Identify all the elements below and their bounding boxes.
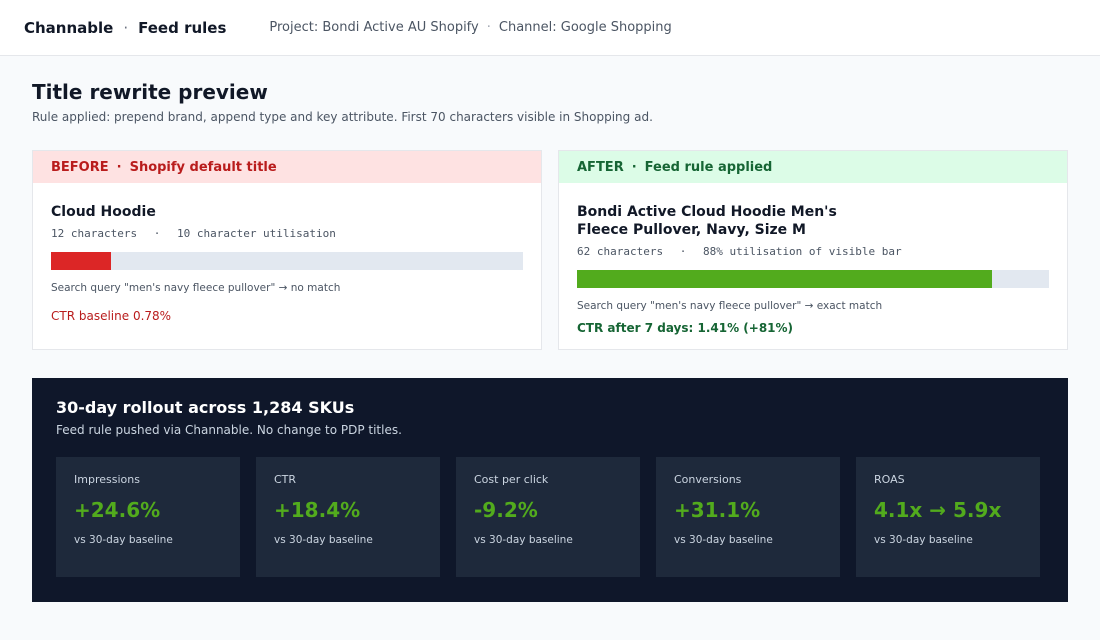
kpi-note: vs 30-day baseline xyxy=(874,534,973,546)
before-ctr: CTR baseline 0.78% xyxy=(51,309,172,323)
section-name: Feed rules xyxy=(138,18,227,37)
kpi-card-impressions: Impressions +24.6% vs 30-day baseline xyxy=(56,457,240,577)
after-card: AFTER · Feed rule applied Bondi Active C… xyxy=(558,150,1068,350)
after-meta: 62 characters · 88% utilisation of visib… xyxy=(577,245,1049,258)
kpi-row: Impressions +24.6% vs 30-day baseline CT… xyxy=(56,457,1044,577)
kpi-value: +18.4% xyxy=(274,498,361,522)
after-search-query: Search query "men's navy fleece pullover… xyxy=(577,300,883,312)
top-bar: Channable · Feed rules Project: Bondi Ac… xyxy=(0,0,1100,56)
kpi-label: Impressions xyxy=(74,473,140,486)
before-card: BEFORE · Shopify default title Cloud Hoo… xyxy=(32,150,542,350)
after-utilisation-bar xyxy=(577,270,1049,288)
rollout-panel: 30-day rollout across 1,284 SKUs Feed ru… xyxy=(32,378,1068,602)
breadcrumb-separator: · xyxy=(486,20,491,35)
page-subtitle: Rule applied: prepend brand, append type… xyxy=(32,110,653,124)
kpi-value: 4.1x → 5.9x xyxy=(874,498,1002,522)
before-char-count: 12 characters xyxy=(51,227,138,240)
comparison-panel: BEFORE · Shopify default title Cloud Hoo… xyxy=(32,150,1068,350)
project-label[interactable]: Project: Bondi Active AU Shopify xyxy=(269,20,479,35)
kpi-card-ctr: CTR +18.4% vs 30-day baseline xyxy=(256,457,440,577)
meta-separator: · xyxy=(153,227,161,240)
brand-separator: · xyxy=(123,18,129,37)
before-search-query: Search query "men's navy fleece pullover… xyxy=(51,282,341,294)
kpi-note: vs 30-day baseline xyxy=(74,534,173,546)
kpi-label: ROAS xyxy=(874,473,905,486)
before-utilisation-bar xyxy=(51,252,523,270)
after-card-header: AFTER · Feed rule applied xyxy=(559,151,1067,183)
kpi-value: -9.2% xyxy=(474,498,538,522)
after-utilisation: 88% utilisation of visible bar xyxy=(702,245,902,258)
before-utilisation: 10 character utilisation xyxy=(176,227,336,240)
before-card-body: Cloud Hoodie 12 characters · 10 characte… xyxy=(33,183,541,323)
page-title: Title rewrite preview xyxy=(32,80,268,104)
main-content: Title rewrite preview Rule applied: prep… xyxy=(0,56,1100,602)
header-separator: · xyxy=(116,159,122,175)
rollout-title: 30-day rollout across 1,284 SKUs xyxy=(56,398,355,417)
kpi-note: vs 30-day baseline xyxy=(274,534,373,546)
after-ctr: CTR after 7 days: 1.41% (+81%) xyxy=(577,321,794,335)
brand: Channable · Feed rules xyxy=(24,19,226,37)
rollout-subtitle: Feed rule pushed via Channable. No chang… xyxy=(56,423,402,437)
after-product-title: Bondi Active Cloud Hoodie Men's Fleece P… xyxy=(577,204,837,238)
channel-label[interactable]: Channel: Google Shopping xyxy=(498,20,672,35)
kpi-note: vs 30-day baseline xyxy=(674,534,773,546)
breadcrumb: Project: Bondi Active AU Shopify · Chann… xyxy=(269,20,671,35)
after-card-body: Bondi Active Cloud Hoodie Men's Fleece P… xyxy=(559,183,1067,335)
before-card-header: BEFORE · Shopify default title xyxy=(33,151,541,183)
kpi-value: +31.1% xyxy=(674,498,761,522)
kpi-label: CTR xyxy=(274,473,297,486)
before-tag: BEFORE xyxy=(51,159,109,175)
kpi-value: +24.6% xyxy=(74,498,161,522)
kpi-card-conversions: Conversions +31.1% vs 30-day baseline xyxy=(656,457,840,577)
before-meta: 12 characters · 10 character utilisation xyxy=(51,227,523,240)
after-utilisation-fill xyxy=(577,270,993,288)
kpi-label: Cost per click xyxy=(474,473,549,486)
kpi-card-roas: ROAS 4.1x → 5.9x vs 30-day baseline xyxy=(856,457,1040,577)
after-tag: AFTER xyxy=(577,159,624,175)
before-label: Shopify default title xyxy=(129,159,277,175)
app-name[interactable]: Channable xyxy=(24,18,114,37)
before-product-title: Cloud Hoodie xyxy=(51,204,156,220)
after-char-count: 62 characters xyxy=(577,245,664,258)
before-utilisation-fill xyxy=(51,252,111,270)
kpi-card-cost-per-click: Cost per click -9.2% vs 30-day baseline xyxy=(456,457,640,577)
kpi-note: vs 30-day baseline xyxy=(474,534,573,546)
header-separator: · xyxy=(631,159,637,175)
after-label: Feed rule applied xyxy=(644,159,773,175)
kpi-label: Conversions xyxy=(674,473,742,486)
meta-separator: · xyxy=(679,245,687,258)
